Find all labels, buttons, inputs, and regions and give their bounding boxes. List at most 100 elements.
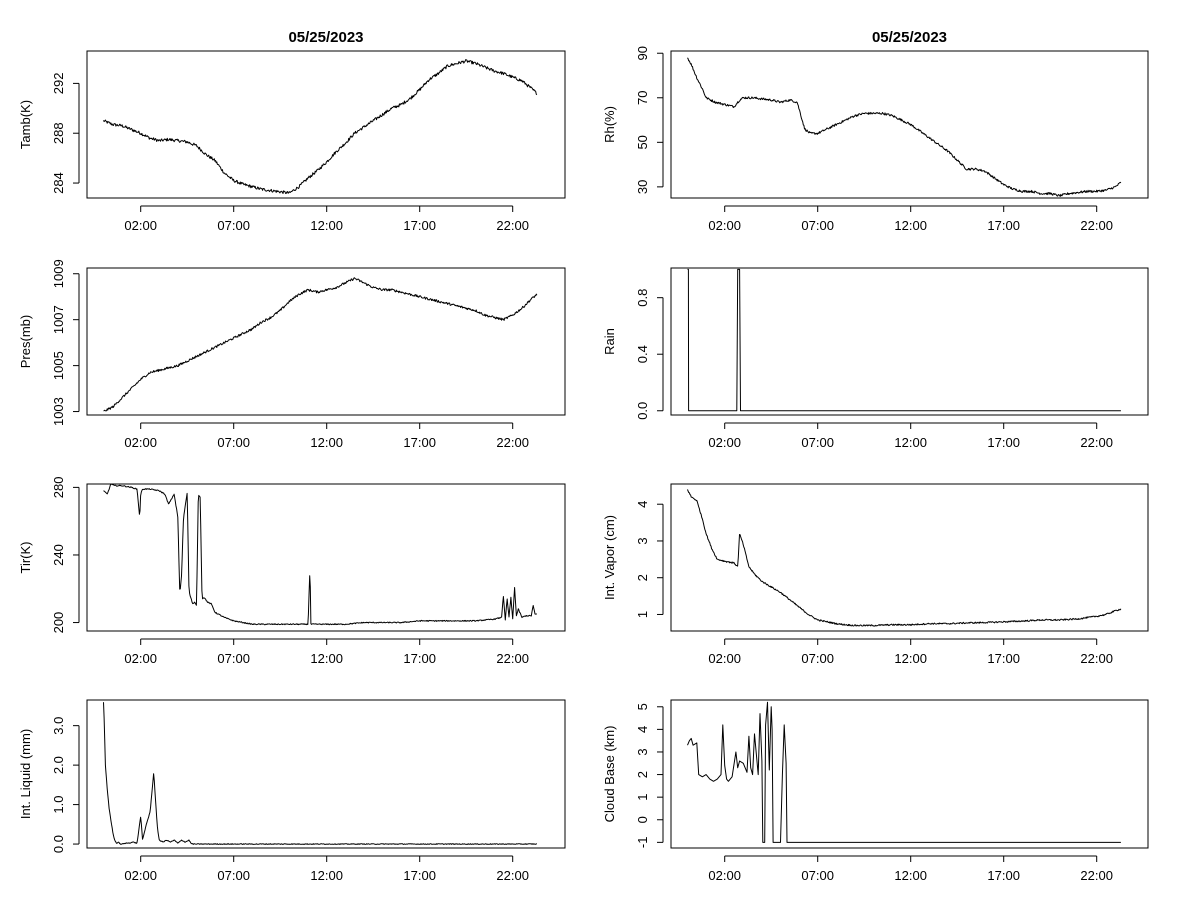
x-tick-label: 07:00	[217, 651, 250, 666]
x-tick-label: 12:00	[310, 868, 343, 883]
x-tick-label: 07:00	[801, 651, 834, 666]
y-axis-label: Tir(K)	[18, 541, 33, 573]
x-tick-label: 02:00	[124, 868, 157, 883]
y-tick-label: 284	[51, 172, 66, 194]
x-tick-label: 12:00	[894, 651, 927, 666]
panel-rain: 02:00 07:00 12:00 17:00 22:00 0.0 0.4 0.8 Rain	[602, 267, 1149, 450]
plot-frame	[86, 50, 566, 199]
y-tick-label: 288	[51, 122, 66, 144]
x-tick-label: 12:00	[894, 868, 927, 883]
y-tick-label: 50	[635, 135, 650, 149]
x-tick-label: 12:00	[310, 435, 343, 450]
plot-frame	[86, 267, 566, 416]
y-tick-label: 2	[635, 771, 650, 778]
y-axis-label: Pres(mb)	[18, 315, 33, 368]
y-axis-label: Tamb(K)	[18, 100, 33, 149]
y-tick-label: 1007	[51, 305, 66, 334]
panel-title: 05/25/2023	[872, 29, 947, 46]
plot-frame	[670, 483, 1149, 632]
y-tick-label: 70	[635, 91, 650, 105]
x-tick-label: 22:00	[496, 868, 529, 883]
x-tick-label: 17:00	[403, 868, 436, 883]
x-tick-label: 22:00	[1080, 868, 1113, 883]
y-tick-label: 3.0	[51, 717, 66, 735]
x-tick-label: 22:00	[496, 651, 529, 666]
y-tick-label: 292	[51, 73, 66, 95]
y-tick-label: 200	[51, 612, 66, 634]
panel-tir: 02:00 07:00 12:00 17:00 22:00 200 240 280 Tir(K)	[18, 477, 566, 666]
y-tick-label: 4	[635, 501, 650, 508]
y-tick-label: 90	[635, 46, 650, 60]
y-axis-label: Rh(%)	[602, 106, 617, 143]
y-tick-label: 1009	[51, 259, 66, 288]
x-tick-label: 02:00	[708, 435, 741, 450]
y-axis-label: Int. Liquid (mm)	[18, 729, 33, 819]
plot-frame	[86, 699, 566, 849]
y-tick-label: 2.0	[51, 756, 66, 774]
y-tick-label: 0.4	[635, 345, 650, 363]
y-tick-label: 3	[635, 537, 650, 544]
x-tick-label: 22:00	[1080, 651, 1113, 666]
panel-cloud: 02:00 07:00 12:00 17:00 22:00 -1 0 1 2 3 4 5 Cloud B…	[602, 699, 1149, 883]
y-tick-label: 3	[635, 748, 650, 755]
x-tick-label: 17:00	[987, 218, 1020, 233]
y-axis-label: Cloud Base (km)	[602, 726, 617, 823]
series-line-cloud	[687, 701, 1121, 843]
series-line-tir	[103, 483, 537, 626]
x-tick-label: 07:00	[217, 218, 250, 233]
y-tick-label: 4	[635, 726, 650, 733]
x-tick-label: 02:00	[708, 868, 741, 883]
y-tick-label: 0	[635, 816, 650, 823]
x-tick-label: 17:00	[987, 651, 1020, 666]
x-tick-label: 02:00	[708, 218, 741, 233]
panel-tamb: 02:00 07:00 12:00 17:00 22:00 284 288 292 Tamb(K…	[18, 29, 566, 233]
series-line-liquid	[103, 702, 538, 845]
y-tick-label: 1.0	[51, 796, 66, 814]
y-axis-label: Rain	[602, 328, 617, 355]
series-line-tamb	[103, 59, 538, 194]
x-tick-label: 02:00	[124, 651, 157, 666]
x-tick-label: 22:00	[496, 218, 529, 233]
y-tick-label: 0.0	[51, 835, 66, 853]
y-tick-label: 1	[635, 794, 650, 801]
x-tick-label: 12:00	[310, 218, 343, 233]
series-line-rh	[687, 57, 1122, 197]
y-tick-label: 2	[635, 574, 650, 581]
y-tick-label: 30	[635, 180, 650, 194]
series-line-pres	[103, 277, 538, 412]
y-tick-label: -1	[635, 837, 650, 849]
plot-frame	[670, 699, 1149, 849]
x-tick-label: 12:00	[894, 218, 927, 233]
y-tick-label: 240	[51, 544, 66, 566]
panel-liquid: 02:00 07:00 12:00 17:00 22:00 0.0 1.0 2.0 3.0 Int…	[18, 699, 566, 883]
x-tick-label: 22:00	[1080, 218, 1113, 233]
x-tick-label: 22:00	[1080, 435, 1113, 450]
y-tick-label: 280	[51, 477, 66, 499]
x-tick-label: 12:00	[310, 651, 343, 666]
plot-frame	[670, 50, 1149, 199]
x-tick-label: 02:00	[708, 651, 741, 666]
plot-frame	[670, 267, 1149, 416]
panel-title: 05/25/2023	[288, 29, 363, 46]
y-axis-label: Int. Vapor (cm)	[602, 515, 617, 600]
x-tick-label: 17:00	[987, 868, 1020, 883]
y-tick-label: 0.0	[635, 402, 650, 420]
x-tick-label: 17:00	[403, 218, 436, 233]
y-tick-label: 1005	[51, 351, 66, 380]
x-tick-label: 17:00	[403, 651, 436, 666]
x-tick-label: 12:00	[894, 435, 927, 450]
panel-rh: 02:00 07:00 12:00 17:00 22:00 30 50 70 90 Rh(%) 05…	[602, 29, 1149, 233]
x-tick-label: 17:00	[403, 435, 436, 450]
plot-frame	[86, 483, 566, 632]
x-tick-label: 07:00	[801, 218, 834, 233]
x-tick-label: 17:00	[987, 435, 1020, 450]
x-tick-label: 22:00	[496, 435, 529, 450]
x-tick-label: 02:00	[124, 218, 157, 233]
panel-vapor: 02:00 07:00 12:00 17:00 22:00 1 2 3 4 Int. Vapor …	[602, 483, 1149, 666]
series-line-rain	[687, 268, 1121, 412]
x-tick-label: 07:00	[217, 435, 250, 450]
x-tick-label: 07:00	[801, 868, 834, 883]
x-tick-label: 07:00	[217, 868, 250, 883]
y-tick-label: 1003	[51, 397, 66, 426]
